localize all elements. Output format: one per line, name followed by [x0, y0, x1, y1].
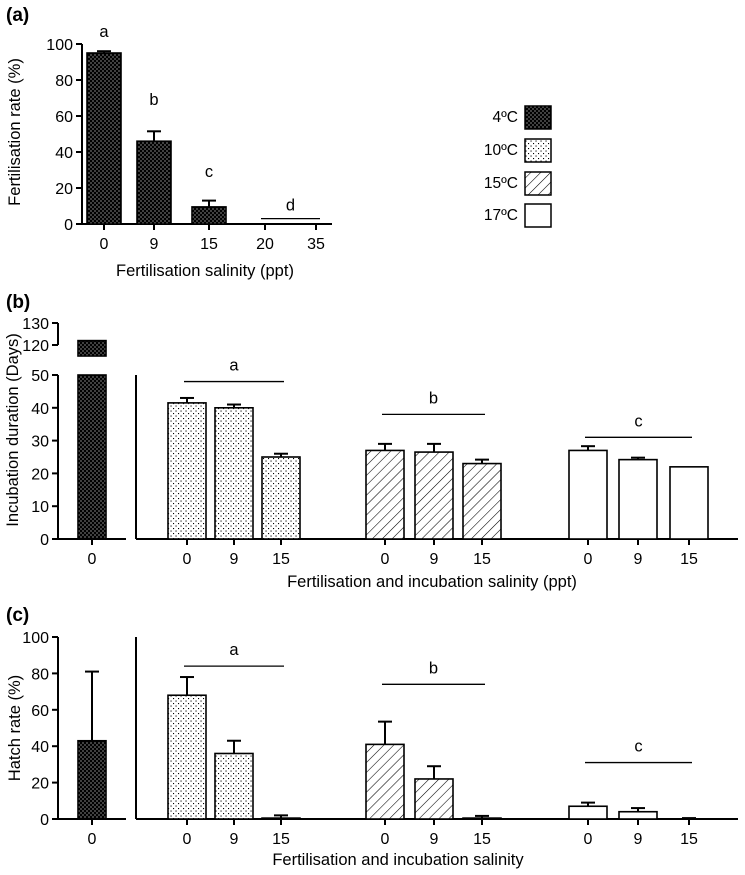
legend-swatch-4c	[524, 105, 552, 130]
panel-b-bar-g2-9	[414, 451, 454, 540]
panel-b-xlabel: Fertilisation and incubation salinity (p…	[287, 573, 577, 591]
panel-a-sig-label-a: a	[99, 23, 109, 41]
panel-c-x-tick-label-g3-15: 15	[680, 831, 698, 848]
panel-b-bar-g2-0	[365, 449, 405, 540]
plot-layer: 0 20 40 60 80 100 0 9 15 20 35 a b c d 0 10 20 30 40 50 0 0 9 15…	[22, 23, 738, 848]
panel-c-bar-g2-0	[365, 743, 405, 820]
legend-label-4c: 4ºC	[493, 109, 518, 126]
panel-b-bar-g3-0	[568, 449, 608, 540]
legend-swatch-10c	[524, 138, 552, 163]
panel-b-sig-label-c: c	[634, 412, 642, 430]
panel-b-y-tick-label-120: 120	[22, 338, 49, 355]
panel-b-bar-g2-15	[462, 462, 502, 540]
panel-b-y-tick-label-130: 130	[22, 316, 49, 333]
panel-a-xlabel: Fertilisation salinity (ppt)	[116, 262, 294, 280]
panel-a-y-tick-label-0: 0	[64, 217, 73, 234]
panel-c-x-tick-label-g3-0: 0	[584, 831, 593, 848]
panel-b-y-tick-label-30: 30	[31, 434, 49, 451]
panel-b-ylabel: Incubation duration (Days)	[4, 333, 22, 527]
panel-c-bar-g3-9	[618, 810, 658, 820]
legend-label-10c: 10ºC	[484, 142, 518, 159]
panel-b-x-tick-label-g2-0: 0	[381, 551, 390, 568]
panel-b-x-tick-label-g2-9: 9	[430, 551, 439, 568]
legend-label-17c: 17ºC	[484, 207, 518, 224]
panel-b-bar-g3-15	[669, 466, 709, 540]
panel-c-bar-g2-15	[462, 817, 502, 820]
panel-c-bar-g3-0	[568, 805, 608, 820]
panel-b-x-tick-label-g1-15: 15	[272, 551, 290, 568]
panel-b-x-tick-label-g3-0: 0	[584, 551, 593, 568]
panel-c-y-tick-label-20: 20	[31, 776, 49, 793]
legend: 4ºC 10ºC 15ºC 17ºC	[484, 105, 552, 228]
panel-a-x-tick-label-20: 20	[256, 236, 274, 253]
panel-a-bar-9	[136, 140, 172, 225]
panel-c-y-tick-label-60: 60	[31, 703, 49, 720]
panel-a-ylabel: Fertilisation rate (%)	[6, 58, 24, 206]
panel-c-bar-g1-0	[167, 694, 207, 820]
panel-c-x-tick-label-g2-9: 9	[430, 831, 439, 848]
panel-c-y-tick-label-80: 80	[31, 666, 49, 683]
panel-c-x-tick-label-g1-9: 9	[230, 831, 239, 848]
panel-c-y-tick-label-0: 0	[40, 812, 49, 829]
panel-c-x-tick-label-g2-0: 0	[381, 831, 390, 848]
panel-c-y-tick-label-40: 40	[31, 739, 49, 756]
panel-b-sig-label-a: a	[229, 357, 239, 375]
panel-b-bar-g0-0-upper	[77, 339, 107, 357]
panel-b-x-tick-label-g1-0: 0	[183, 551, 192, 568]
panel-c-label: (c)	[6, 605, 29, 626]
panel-a-y-tick-label-20: 20	[55, 181, 73, 198]
panel-a-x-tick-label-35: 35	[307, 236, 325, 253]
panel-b-bar-g1-15	[261, 456, 301, 540]
panel-c-bar-g1-9	[214, 752, 254, 820]
panel-b-x-tick-label-g1-9: 9	[230, 551, 239, 568]
legend-swatch-15c	[524, 171, 552, 196]
panel-a-x-tick-label-9: 9	[150, 236, 159, 253]
panel-b-label: (b)	[6, 292, 30, 313]
panel-b-y-tick-label-40: 40	[31, 401, 49, 418]
panel-c-x-tick-label-g3-9: 9	[634, 831, 643, 848]
panel-b-bar-g1-9	[214, 406, 254, 540]
panel-a-sig-label-c: c	[205, 163, 213, 181]
panel-b-bar-g1-0	[167, 402, 207, 540]
panel-c-xlabel: Fertilisation and incubation salinity	[272, 851, 524, 869]
panel-c-bar-g2-9	[414, 778, 454, 820]
panel-c-x-tick-label-g1-15: 15	[272, 831, 290, 848]
panel-c-sig-label-a: a	[229, 641, 239, 659]
panel-b-x-tick-label-g0-0: 0	[88, 551, 97, 568]
panel-b-y-tick-label-50: 50	[31, 368, 49, 385]
panel-a-y-tick-label-40: 40	[55, 145, 73, 162]
panel-c-x-tick-label-g1-0: 0	[183, 831, 192, 848]
panel-c-bar-g1-15	[261, 817, 301, 820]
panel-a-y-tick-label-80: 80	[55, 73, 73, 90]
panel-a-x-tick-label-15: 15	[200, 236, 218, 253]
panel-b-bar-g0-0	[77, 374, 107, 540]
panel-c-x-tick-label-g0-0: 0	[88, 831, 97, 848]
panel-a-x-tick-label-0: 0	[100, 236, 109, 253]
panel-b-x-tick-label-g3-9: 9	[634, 551, 643, 568]
panel-a-sig-label-d: d	[286, 197, 295, 215]
panel-a-sig-label-b: b	[149, 91, 158, 109]
panel-a-label: (a)	[6, 5, 29, 26]
panel-c-sig-label-b: b	[429, 659, 438, 677]
panel-b-bar-g3-9	[618, 458, 658, 540]
panel-a-bar-0	[86, 52, 122, 225]
panel-b-y-tick-label-10: 10	[31, 499, 49, 516]
panel-a-y-tick-label-100: 100	[46, 37, 73, 54]
panel-b-y-tick-label-0: 0	[40, 532, 49, 549]
panel-b-sig-label-b: b	[429, 389, 438, 407]
panel-b-x-tick-label-g2-15: 15	[473, 551, 491, 568]
panel-c-sig-label-c: c	[634, 738, 642, 756]
panel-c-ylabel: Hatch rate (%)	[6, 675, 24, 781]
panel-a-bar-15	[191, 206, 227, 225]
panel-c-y-tick-label-100: 100	[22, 630, 49, 647]
panel-a-y-tick-label-60: 60	[55, 109, 73, 126]
panel-c-x-tick-label-g2-15: 15	[473, 831, 491, 848]
legend-swatch-17c	[524, 203, 552, 228]
panel-c-bar-g0-0	[77, 739, 107, 820]
panel-b-x-tick-label-g3-15: 15	[680, 551, 698, 568]
panel-b-y-tick-label-20: 20	[31, 466, 49, 483]
legend-label-15c: 15ºC	[484, 175, 518, 192]
